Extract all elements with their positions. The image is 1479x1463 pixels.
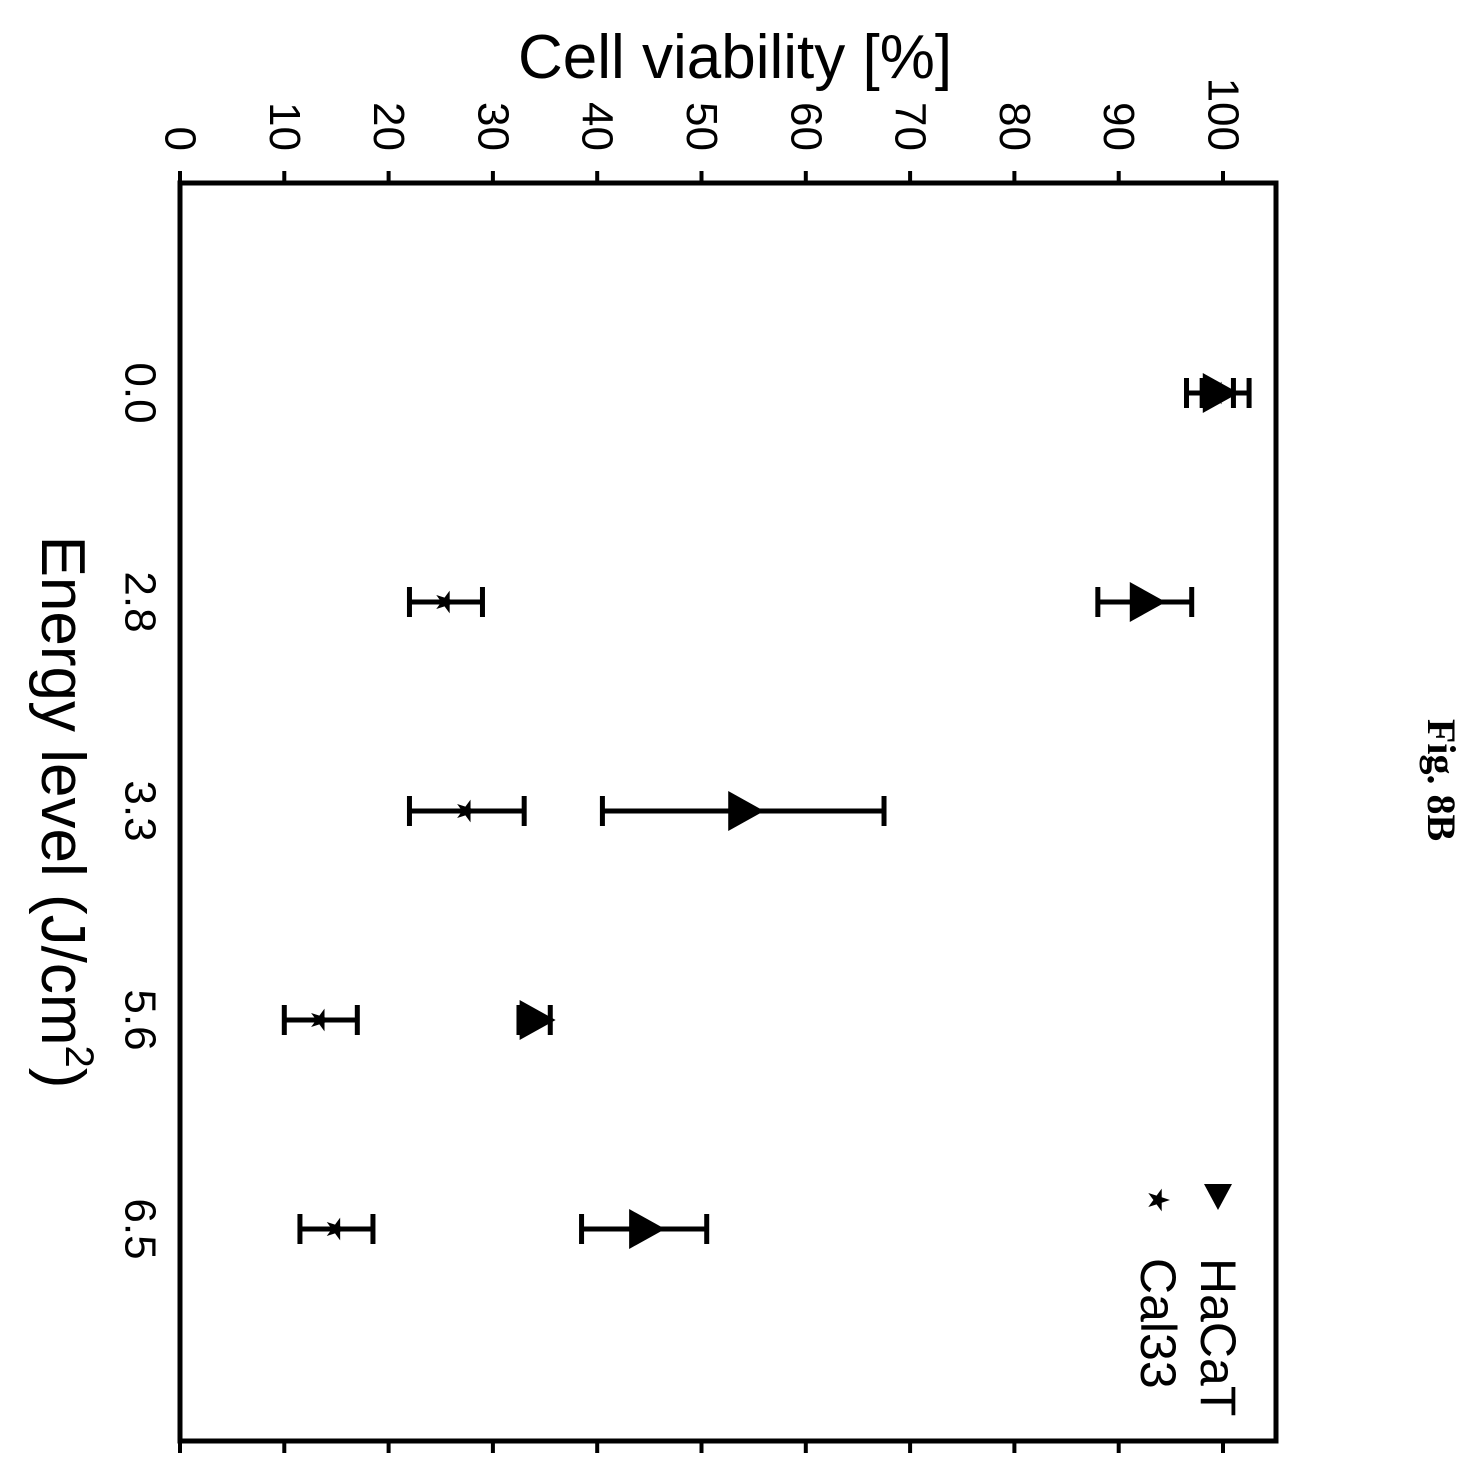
data-point <box>311 1008 333 1032</box>
category-tick-label: 6.5 <box>116 1198 165 1259</box>
value-tick-label: 40 <box>573 102 622 151</box>
series-cal33 <box>281 378 1252 1244</box>
value-tick-label: 50 <box>677 102 726 151</box>
figure-label: Fig. 8B <box>1419 719 1464 841</box>
x-axis-title-superscript: 2 <box>57 1046 101 1068</box>
x-axis-title-main: Energy level (J/cm <box>28 536 97 1046</box>
data-series <box>281 373 1252 1249</box>
value-tick-label: 80 <box>990 102 1039 151</box>
data-point <box>629 1209 666 1249</box>
series-hacat <box>516 373 1239 1249</box>
legend-label: Cal33 <box>1130 1258 1186 1389</box>
x-axis-title-suffix: ) <box>28 1068 97 1089</box>
value-tick-label: 60 <box>781 102 830 151</box>
x-axis-title: Energy level (J/cm2) <box>28 536 101 1089</box>
value-tick-label: 90 <box>1094 102 1143 151</box>
value-tick-label: 30 <box>468 102 517 151</box>
category-tick-label: 2.8 <box>116 571 165 632</box>
legend-marker <box>1148 1188 1170 1212</box>
data-point <box>457 799 479 823</box>
category-tick-label: 5.6 <box>116 989 165 1050</box>
data-point <box>326 1217 349 1241</box>
y-axis: 0 10 20 30 40 50 60 70 80 90 100 <box>156 78 1248 1453</box>
data-point <box>1208 381 1230 405</box>
data-point <box>519 1000 556 1040</box>
legend-marker <box>1204 1184 1232 1210</box>
plot-frame <box>177 180 1279 1444</box>
y-axis-title: Cell viability [%] <box>518 23 952 92</box>
legend-label: HaCaT <box>1190 1258 1246 1416</box>
x-axis: 0.0 2.8 3.3 5.6 6.5 <box>116 362 165 1259</box>
value-tick-label: 100 <box>1199 78 1248 151</box>
value-tick-label: 0 <box>156 127 205 151</box>
data-point <box>436 590 458 614</box>
value-tick-label: 10 <box>260 102 309 151</box>
value-tick-label: 70 <box>886 102 935 151</box>
category-tick-label: 3.3 <box>116 780 165 841</box>
data-point <box>1129 582 1166 622</box>
category-tick-label: 0.0 <box>116 362 165 423</box>
data-point <box>728 791 765 831</box>
value-tick-label: 20 <box>364 102 413 151</box>
